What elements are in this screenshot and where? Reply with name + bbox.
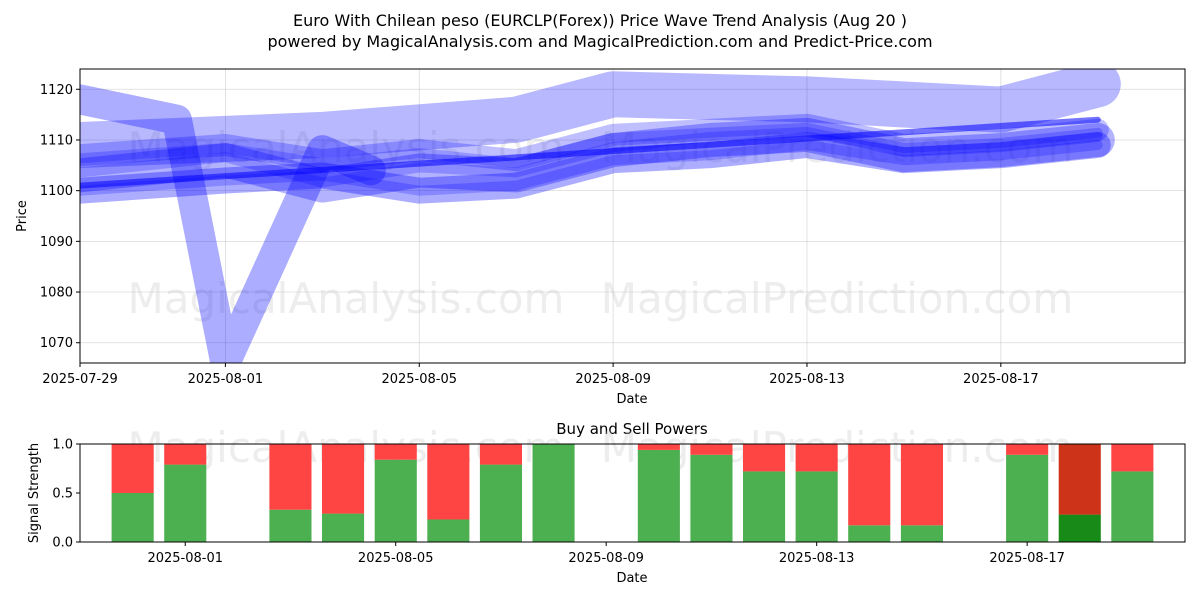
watermark-analysis-upper: MagicalAnalysis.com — [128, 123, 565, 172]
sell-bar — [900, 444, 943, 526]
buy-sell-y-tick-label: 0.5 — [52, 487, 73, 502]
buy-bar — [690, 454, 733, 542]
price-y-axis-label: Price — [15, 200, 30, 232]
buy-bar — [900, 525, 943, 542]
sell-bar — [269, 444, 312, 510]
price-series-core-wave-2 — [80, 140, 1103, 196]
buy-bar — [479, 464, 522, 542]
price-y-tick-label: 1100 — [40, 184, 73, 199]
buy-sell-x-tick-label: 2025-08-05 — [358, 551, 434, 566]
buy-bar — [164, 464, 207, 542]
figure-title-line1: Euro With Chilean peso (EURCLP(Forex)) P… — [293, 11, 907, 30]
sell-bar — [164, 444, 207, 465]
price-y-tick-label: 1110 — [40, 133, 73, 148]
price-y-ticks: 1070 1080 1090 1100 1110 1120 — [40, 83, 80, 351]
sell-bar — [1058, 444, 1101, 515]
price-x-tick-label: 2025-08-09 — [575, 372, 651, 387]
buy-bar — [743, 471, 786, 542]
buy-sell-x-tick-label: 2025-08-13 — [779, 551, 855, 566]
sell-bar — [111, 444, 154, 493]
price-x-tick-label: 2025-08-17 — [963, 372, 1039, 387]
sell-bar — [743, 444, 786, 472]
sell-bar — [1006, 444, 1049, 455]
price-series-core-wave-3 — [80, 122, 1103, 169]
sell-bar — [479, 444, 522, 465]
sell-bar — [374, 444, 417, 460]
buy-bar — [848, 525, 891, 542]
buy-sell-y-axis-label: Signal Strength — [27, 443, 42, 543]
buy-sell-chart: Buy and Sell Powers MagicalAnalysis.com … — [27, 420, 1186, 586]
buy-bar — [637, 449, 680, 542]
price-y-tick-label: 1090 — [40, 235, 73, 250]
figure-title-line2: powered by MagicalAnalysis.com and Magic… — [267, 32, 932, 51]
buy-bar — [269, 509, 312, 542]
buy-sell-x-tick-label: 2025-08-01 — [147, 551, 223, 566]
buy-bar — [427, 519, 470, 542]
price-series-wave-wide-upper — [80, 69, 1121, 168]
price-watermarks: MagicalAnalysis.com MagicalPrediction.co… — [128, 123, 1074, 323]
price-series-wave-2 — [80, 132, 1111, 204]
price-x-axis-label: Date — [616, 392, 647, 407]
price-plot-frame — [79, 68, 1186, 364]
buy-bar — [532, 444, 575, 542]
buy-bar — [322, 513, 365, 542]
buy-sell-y-tick-label: 0.0 — [52, 536, 73, 551]
sell-bar — [848, 444, 891, 526]
price-wave-layer — [80, 69, 1121, 363]
sell-bar — [637, 444, 680, 450]
price-series-wave-spike — [80, 84, 386, 363]
watermark-analysis: MagicalAnalysis.com — [128, 274, 565, 323]
price-series-core-wave-1 — [80, 126, 1103, 188]
buy-sell-x-tick-label: 2025-08-09 — [568, 551, 644, 566]
price-y-tick-label: 1070 — [40, 336, 73, 351]
price-wave-series — [80, 69, 1121, 363]
price-series-wave-3 — [80, 113, 1109, 172]
price-y-tick-label: 1120 — [40, 83, 73, 98]
buy-bar — [374, 459, 417, 542]
price-x-tick-label: 2025-08-05 — [381, 372, 457, 387]
sell-bar — [322, 444, 365, 514]
buy-bar — [795, 471, 838, 542]
price-x-tick-label: 2025-08-13 — [769, 372, 845, 387]
buy-sell-x-tick-label: 2025-08-17 — [989, 551, 1065, 566]
price-x-ticks: 2025-07-29 2025-08-01 2025-08-05 2025-08-09… — [42, 363, 1039, 387]
sell-bar — [795, 444, 838, 472]
sell-bar — [427, 444, 470, 520]
sell-bar — [1111, 444, 1154, 472]
price-x-tick-label: 2025-07-29 — [42, 372, 118, 387]
buy-sell-y-ticks: 0.0 0.5 1.0 — [52, 438, 80, 551]
buy-sell-bars — [111, 444, 1154, 542]
buy-sell-chart-title: Buy and Sell Powers — [556, 420, 708, 438]
price-gridlines — [79, 69, 1185, 363]
buy-bar — [1111, 471, 1154, 542]
price-chart: MagicalAnalysis.com MagicalPrediction.co… — [15, 68, 1186, 407]
sell-bar — [690, 444, 733, 455]
buy-bar — [1006, 454, 1049, 542]
buy-sell-y-tick-label: 1.0 — [52, 438, 73, 453]
price-x-tick-label: 2025-08-01 — [188, 372, 264, 387]
watermark-prediction: MagicalPrediction.com — [601, 274, 1074, 323]
price-y-tick-label: 1080 — [40, 286, 73, 301]
price-series-wave-trend — [80, 116, 1101, 189]
buy-sell-x-axis-label: Date — [616, 571, 647, 586]
buy-bar — [111, 493, 154, 542]
buy-bar — [1058, 514, 1101, 542]
buy-sell-x-ticks: 2025-08-01 2025-08-05 2025-08-09 2025-08-13… — [147, 542, 1065, 566]
